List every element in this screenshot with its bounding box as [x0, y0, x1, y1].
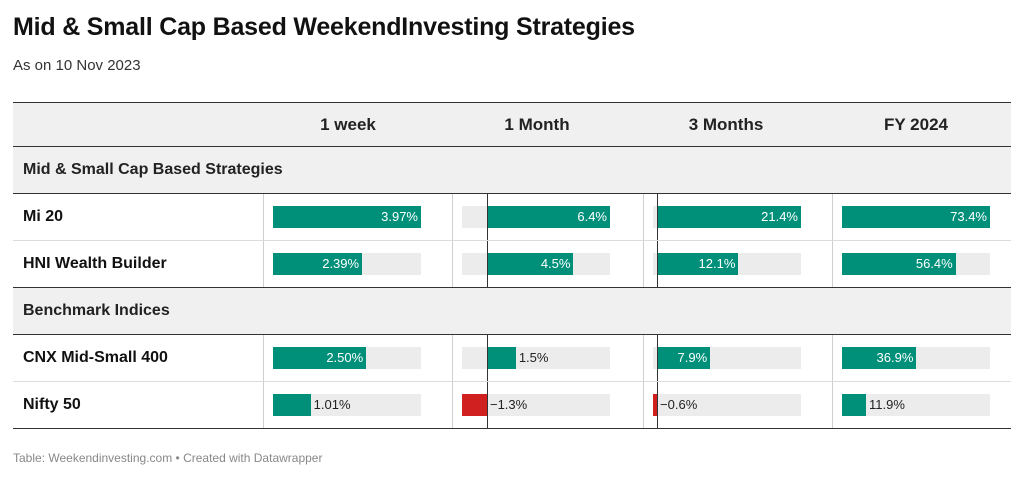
group-label: Benchmark Indices [23, 302, 170, 319]
column-header: FY 2024 [884, 115, 948, 134]
column-divider [452, 194, 453, 240]
value-bar [486, 347, 516, 369]
value-bar [486, 253, 574, 275]
zero-line [486, 194, 488, 240]
value-label: 73.4% [950, 209, 987, 224]
value-bar [273, 253, 363, 275]
table-row: CNX Mid-Small 400 2.50% 1.5% 7.9% 36.9% [13, 335, 1011, 382]
chart-subtitle: As on 10 Nov 2023 [13, 57, 141, 74]
column-header: 1 Month [504, 115, 570, 134]
value-label: −1.3% [489, 397, 528, 412]
value-bar [486, 206, 610, 228]
value-bar [842, 347, 917, 369]
table-header: 1 week 1 Month 3 Months FY 2024 [13, 102, 1011, 147]
value-bar [842, 394, 866, 416]
footer-credit: Table: Weekendinvesting.com • Created wi… [13, 451, 323, 465]
row-label: CNX Mid-Small 400 [23, 349, 168, 366]
table-row: HNI Wealth Builder 2.39% 4.5% 12.1% 56.4% [13, 241, 1011, 288]
bar-track [653, 394, 801, 416]
column-header: 1 week [320, 115, 376, 134]
column-divider [643, 335, 644, 381]
value-label: 11.9% [868, 397, 905, 412]
column-divider [452, 335, 453, 381]
value-label: 7.9% [677, 350, 708, 365]
value-label: 21.4% [761, 209, 798, 224]
value-bar [657, 347, 711, 369]
value-bar [273, 206, 421, 228]
zero-line [486, 241, 488, 287]
group-label: Mid & Small Cap Based Strategies [23, 161, 283, 178]
bar-track [842, 394, 990, 416]
zero-line [657, 241, 659, 287]
value-label: 12.1% [698, 256, 736, 271]
bar-track [462, 394, 610, 416]
value-bar [273, 394, 311, 416]
column-divider [832, 241, 833, 287]
value-bar [842, 253, 956, 275]
zero-line [657, 335, 659, 381]
column-divider [452, 382, 453, 428]
zero-line [657, 194, 659, 240]
data-table: 1 week 1 Month 3 Months FY 2024 Mid & Small… [13, 102, 1011, 429]
table-row: Mi 20 3.97% 6.4% 21.4% 73.4% [13, 194, 1011, 241]
value-bar [842, 206, 990, 228]
value-bar [273, 347, 367, 369]
value-bar [653, 394, 658, 416]
column-divider [452, 241, 453, 287]
value-label: 1.01% [313, 397, 351, 412]
value-label: 4.5% [540, 256, 571, 271]
group-header: Mid & Small Cap Based Strategies [13, 147, 1011, 194]
column-header: 3 Months [688, 115, 764, 134]
column-divider [643, 194, 644, 240]
column-divider [832, 335, 833, 381]
column-divider [263, 194, 264, 240]
column-divider [832, 382, 833, 428]
column-divider [263, 241, 264, 287]
row-label: Nifty 50 [23, 396, 81, 413]
value-label: 2.50% [326, 350, 364, 365]
value-label: −0.6% [660, 397, 698, 412]
value-label: 1.5% [518, 350, 549, 365]
column-divider [263, 382, 264, 428]
column-divider [643, 241, 644, 287]
value-bar [657, 253, 739, 275]
row-label: Mi 20 [23, 208, 64, 225]
group-header: Benchmark Indices [13, 288, 1011, 335]
value-label: 2.39% [322, 256, 360, 271]
column-divider [643, 382, 644, 428]
column-divider [832, 194, 833, 240]
row-label: HNI Wealth Builder [23, 255, 167, 272]
zero-line [657, 382, 659, 428]
table-row: Nifty 50 1.01% −1.3% −0.6% 11.9% [13, 382, 1011, 429]
column-divider [263, 335, 264, 381]
zero-line [486, 335, 488, 381]
chart-title: Mid & Small Cap Based WeekendInvesting S… [13, 13, 635, 41]
value-bar [462, 394, 487, 416]
zero-line [486, 382, 488, 428]
value-label: 3.97% [381, 209, 418, 224]
value-label: 36.9% [876, 350, 914, 365]
value-label: 56.4% [915, 256, 953, 271]
value-label: 6.4% [577, 209, 607, 224]
value-bar [657, 206, 801, 228]
